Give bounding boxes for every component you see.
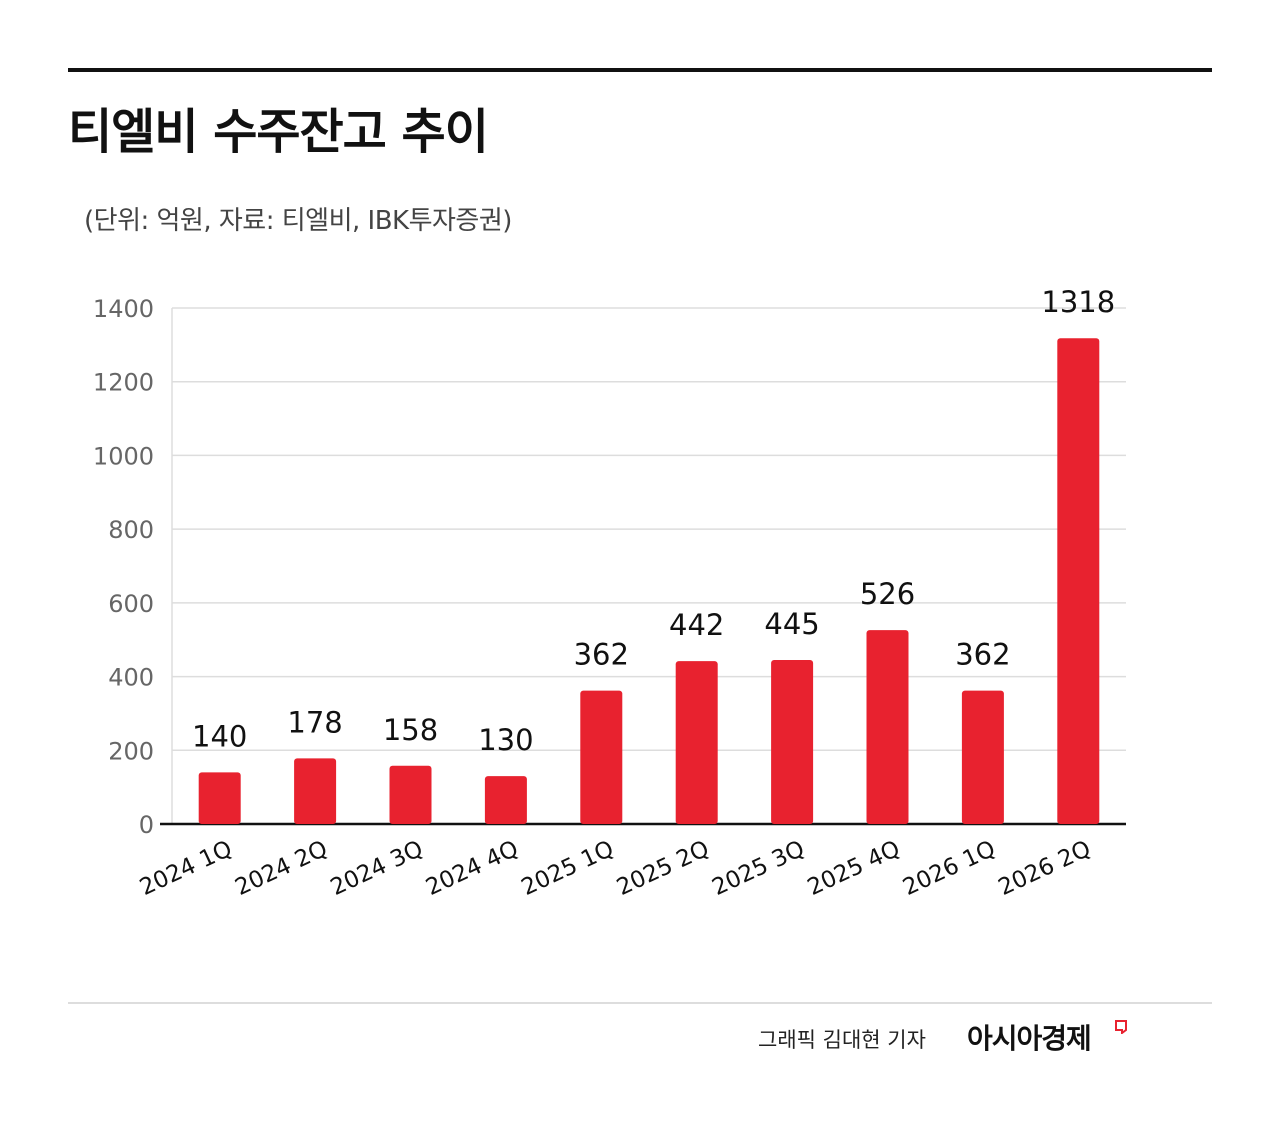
bar (675, 661, 718, 824)
data-label: 178 (287, 705, 342, 739)
bar-chart: 0 200 400 600 800 1000 1200 1400 140 2024 1Q 178 20… (93, 285, 1126, 901)
y-tick-label: 200 (108, 737, 154, 765)
graphic-credit: 그래픽 김대현 기자 (758, 1028, 926, 1052)
data-label: 445 (764, 607, 819, 641)
x-tick-label: 2024 2Q (231, 836, 331, 901)
x-tick-label: 2024 1Q (136, 836, 236, 901)
logo-mark-icon (1115, 1020, 1127, 1034)
y-tick-label: 0 (139, 811, 154, 839)
data-label: 362 (955, 638, 1010, 672)
data-label: 158 (383, 713, 438, 747)
bar (580, 690, 623, 824)
x-tick-label: 2025 3Q (708, 836, 808, 901)
bar (866, 630, 909, 824)
bar (961, 690, 1004, 824)
bar (1057, 338, 1100, 824)
chart-subtitle: (단위: 억원, 자료: 티엘비, IBK투자증권) (84, 206, 512, 236)
data-label: 442 (669, 608, 724, 642)
y-tick-label: 400 (108, 664, 154, 692)
x-tick-label: 2026 1Q (899, 836, 999, 901)
data-label: 526 (860, 577, 915, 611)
y-tick-label: 1400 (93, 295, 154, 323)
data-label: 130 (478, 723, 533, 757)
bar (389, 765, 432, 824)
bottom-rule (68, 1002, 1212, 1004)
y-tick-label: 1000 (93, 442, 154, 470)
data-label: 1318 (1041, 285, 1115, 319)
x-tick-label: 2025 2Q (613, 836, 713, 901)
data-label: 362 (574, 638, 629, 672)
x-tick-label: 2024 3Q (327, 836, 427, 901)
bar (771, 659, 814, 824)
y-tick-label: 600 (108, 590, 154, 618)
x-tick-label: 2026 2Q (994, 836, 1094, 901)
y-tick-label: 1200 (93, 369, 154, 397)
bar (484, 776, 527, 824)
x-tick-label: 2025 4Q (804, 836, 904, 901)
publisher-logo: 아시아경제 (967, 1022, 1092, 1055)
y-tick-label: 800 (108, 516, 154, 544)
chart-title: 티엘비 수주잔고 추이 (68, 104, 489, 160)
bar (294, 758, 337, 824)
x-tick-label: 2024 4Q (422, 836, 522, 901)
data-label: 140 (192, 719, 247, 753)
x-tick-label: 2025 1Q (517, 836, 617, 901)
bar (198, 772, 241, 824)
top-rule (68, 68, 1212, 72)
